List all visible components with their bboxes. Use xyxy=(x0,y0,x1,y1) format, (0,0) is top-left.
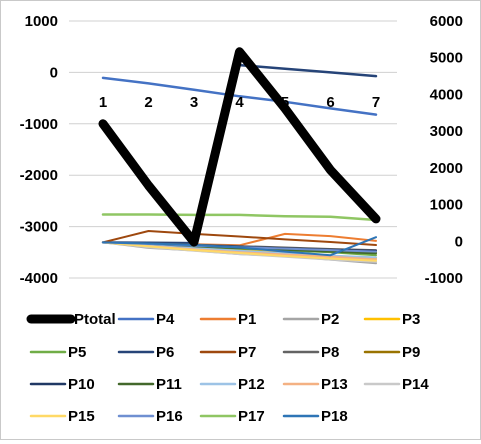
legend-label: P6 xyxy=(156,344,174,361)
legend: Ptotal P4 P1 P2 P3 P5 P6 P7 P8 P9 P10 P11 P12 P13 P14 P… xyxy=(26,311,429,425)
right-tick-label: 4000 xyxy=(430,86,463,103)
left-tick-label: -3000 xyxy=(20,219,58,236)
legend-label: P3 xyxy=(402,311,420,328)
category-label: 5 xyxy=(281,94,289,111)
left-tick-label: -1000 xyxy=(20,116,58,133)
series-layer xyxy=(98,47,381,265)
legend-label: P5 xyxy=(68,344,86,361)
category-label: 7 xyxy=(372,94,380,111)
series-line-p15 xyxy=(102,241,377,262)
series-line-p4 xyxy=(101,76,378,116)
right-axis-ticks: 6000 5000 4000 3000 2000 1000 0 -1000 xyxy=(425,13,463,287)
series-line-p18 xyxy=(102,236,377,257)
legend-label: P7 xyxy=(238,344,256,361)
category-label: 3 xyxy=(190,94,198,111)
left-tick-label: 0 xyxy=(50,64,58,81)
legend-label: P14 xyxy=(402,376,429,393)
legend-label: P16 xyxy=(156,408,183,425)
right-tick-label: 3000 xyxy=(430,123,463,140)
x-axis-labels: 1 2 3 4 5 6 7 xyxy=(99,94,380,111)
right-tick-label: 2000 xyxy=(430,160,463,177)
right-tick-label: -1000 xyxy=(425,270,463,287)
right-tick-label: 1000 xyxy=(430,197,463,214)
legend-label: P8 xyxy=(321,344,339,361)
legend-label: P10 xyxy=(68,376,95,393)
legend-label: P15 xyxy=(68,408,95,425)
left-tick-label: 1000 xyxy=(25,13,58,30)
legend-label: P11 xyxy=(156,376,182,393)
legend-label: P12 xyxy=(238,376,265,393)
right-tick-label: 5000 xyxy=(430,50,463,67)
category-label: 2 xyxy=(144,94,152,111)
category-label: 1 xyxy=(99,94,107,111)
left-tick-label: -4000 xyxy=(20,270,58,287)
legend-label: P4 xyxy=(156,311,175,328)
category-label: 6 xyxy=(326,94,334,111)
left-axis-ticks: 1000 0 -1000 -2000 -3000 -4000 xyxy=(20,13,58,287)
legend-label: P18 xyxy=(321,408,348,425)
series-line-p7 xyxy=(102,230,377,246)
left-tick-label: -2000 xyxy=(20,167,58,184)
legend-label: Ptotal xyxy=(74,311,116,328)
legend-label: P17 xyxy=(238,408,265,425)
gridlines xyxy=(69,20,397,279)
legend-label: P2 xyxy=(321,311,339,328)
category-label: 4 xyxy=(235,94,244,111)
legend-label: P1 xyxy=(238,311,256,328)
series-line-ptotal xyxy=(98,47,381,247)
legend-label: P9 xyxy=(402,344,420,361)
right-tick-label: 6000 xyxy=(430,13,463,30)
right-tick-label: 0 xyxy=(455,233,463,250)
legend-label: P13 xyxy=(321,376,348,393)
series-line-p17 xyxy=(101,213,378,222)
